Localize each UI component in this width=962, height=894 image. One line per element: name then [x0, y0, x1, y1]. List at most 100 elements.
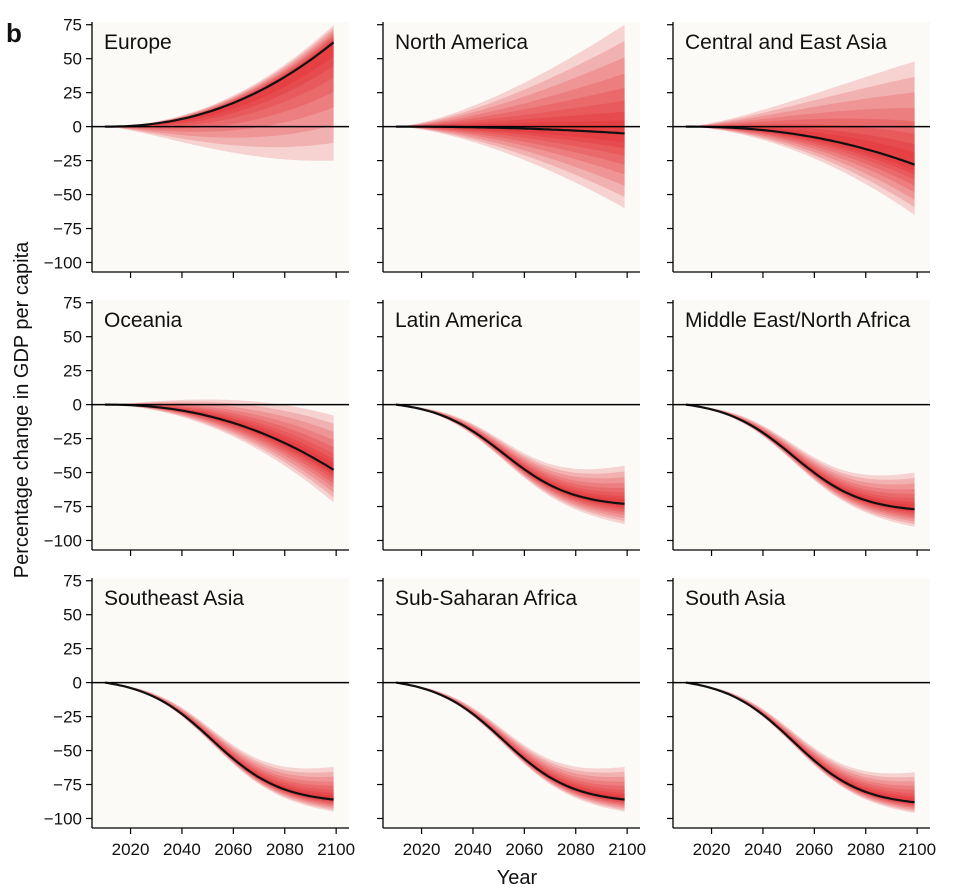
uncertainty-band [395, 682, 625, 805]
x-tick-label: 2040 [744, 840, 782, 859]
uncertainty-band [395, 682, 625, 807]
x-tick-label: 2080 [266, 840, 304, 859]
uncertainty-band [395, 111, 625, 149]
uncertainty-band [104, 399, 334, 503]
uncertainty-band [395, 404, 625, 510]
uncertainty-band [395, 24, 625, 209]
uncertainty-band [104, 37, 334, 128]
median-line [685, 681, 915, 804]
region-panel: Middle East/North Africa [667, 300, 930, 556]
y-tick-label: 75 [63, 16, 82, 35]
uncertainty-band [685, 92, 915, 200]
uncertainty-band [104, 32, 334, 132]
region-panel: Central and East Asia [667, 22, 930, 278]
uncertainty-band [395, 404, 625, 508]
uncertainty-band [685, 123, 915, 180]
panel-background [673, 578, 930, 828]
y-tick-label: 75 [63, 294, 82, 313]
y-tick-label: 50 [63, 328, 82, 347]
uncertainty-band [104, 27, 334, 148]
uncertainty-band [104, 682, 334, 807]
region-panel: 2020 2040 2060 2080 2100 South Asia [667, 578, 936, 859]
uncertainty-band [685, 404, 915, 513]
region-title: Europe [104, 31, 172, 54]
region-panel: North America [377, 22, 640, 278]
uncertainty-band [395, 404, 625, 525]
panel-background [673, 300, 930, 550]
y-tick-label: −100 [44, 531, 82, 550]
median-line [685, 125, 915, 166]
median-line [104, 41, 335, 128]
x-tick-label: 2100 [608, 840, 646, 859]
panel-background [92, 300, 349, 550]
x-tick-label: 2040 [454, 840, 492, 859]
uncertainty-band [395, 73, 625, 175]
panel-letter: b [6, 18, 22, 48]
y-tick-label: −75 [53, 498, 82, 517]
median-line [395, 403, 625, 505]
y-tick-label: −25 [53, 152, 82, 171]
y-tick-label: 25 [63, 84, 82, 103]
y-tick-label: −25 [53, 708, 82, 727]
uncertainty-band [685, 682, 915, 809]
y-tick-label: −75 [53, 776, 82, 795]
region-panel: 2020 2040 2060 2080 2100 Sub-Saharan Africa [377, 578, 646, 859]
panel-grid: 75 50 25 0 −25 −50 −75 −100 Europe North America C… [44, 16, 936, 859]
y-tick-label: 0 [73, 396, 82, 415]
y-tick-label: 50 [63, 50, 82, 69]
region-panel: 75 50 25 0 −25 −50 −75 −100 2020 2040 2060 2080 2100… [44, 572, 355, 859]
region-title: Latin America [395, 309, 523, 332]
y-tick-label: 0 [73, 118, 82, 137]
x-tick-label: 2100 [898, 840, 936, 859]
uncertainty-band [685, 404, 915, 515]
panel-background [383, 300, 640, 550]
uncertainty-band [685, 118, 915, 186]
uncertainty-band [104, 402, 334, 493]
uncertainty-band [685, 682, 915, 806]
uncertainty-band [685, 682, 915, 807]
y-tick-label: −50 [53, 464, 82, 483]
uncertainty-band [104, 35, 334, 129]
uncertainty-band [104, 682, 334, 804]
uncertainty-band [685, 61, 915, 215]
x-tick-label: 2060 [214, 840, 252, 859]
median-line [104, 403, 335, 471]
panel-background [673, 22, 930, 272]
y-tick-label: −50 [53, 186, 82, 205]
panel-background [383, 578, 640, 828]
uncertainty-band [685, 76, 915, 208]
x-tick-label: 2100 [317, 840, 355, 859]
y-axis-title: Percentage change in GDP per capita [11, 241, 33, 578]
uncertainty-band [395, 404, 625, 519]
region-panel: Latin America [377, 300, 640, 556]
region-title: North America [395, 31, 528, 54]
uncertainty-band [685, 125, 915, 175]
panel-background [92, 578, 349, 828]
region-title: South Asia [685, 587, 786, 610]
y-tick-label: 0 [73, 674, 82, 693]
x-tick-label: 2020 [693, 840, 731, 859]
uncertainty-band [395, 682, 625, 804]
y-tick-label: −100 [44, 253, 82, 272]
x-tick-label: 2080 [847, 840, 885, 859]
x-tick-label: 2020 [403, 840, 441, 859]
region-title: Oceania [104, 309, 183, 332]
uncertainty-band [104, 401, 334, 498]
median-line [395, 681, 625, 801]
y-tick-label: −50 [53, 742, 82, 761]
y-tick-label: 25 [63, 362, 82, 381]
region-panel: 75 50 25 0 −25 −50 −75 −100 Oceania [44, 294, 349, 556]
uncertainty-band [685, 682, 915, 810]
x-tick-label: 2020 [112, 840, 150, 859]
median-line [104, 681, 334, 801]
x-tick-label: 2080 [557, 840, 595, 859]
median-line [685, 403, 915, 511]
y-tick-label: −100 [44, 809, 82, 828]
y-tick-label: 50 [63, 606, 82, 625]
y-tick-label: 25 [63, 640, 82, 659]
region-title: Middle East/North Africa [685, 309, 911, 332]
region-title: Sub-Saharan Africa [395, 587, 577, 610]
region-title: Central and East Asia [685, 31, 887, 54]
x-axis-title: Year [497, 867, 538, 889]
